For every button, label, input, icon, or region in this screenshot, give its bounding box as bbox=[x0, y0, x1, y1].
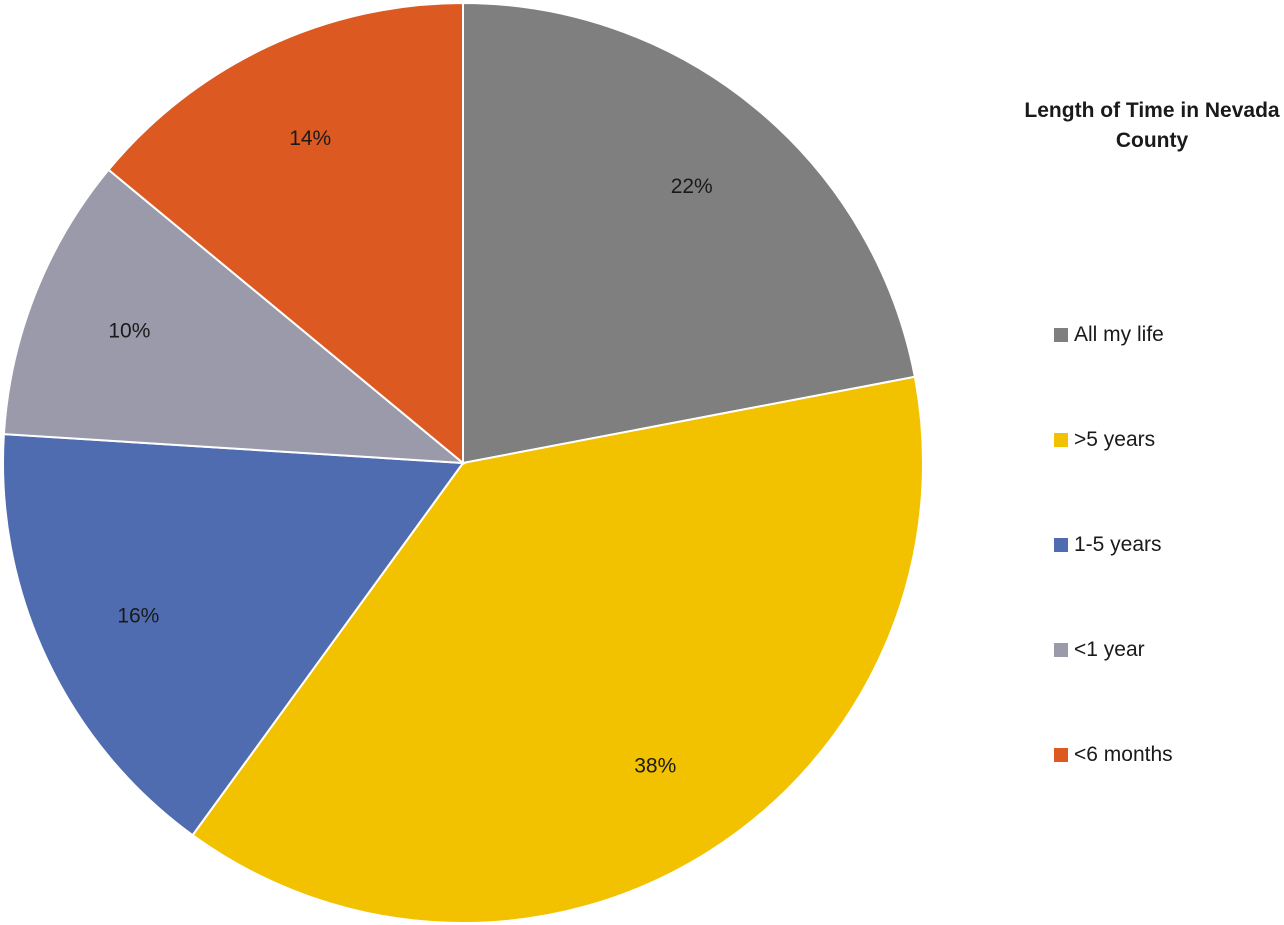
legend-title: Length of Time in Nevada County bbox=[1024, 99, 1280, 152]
legend-swatch-1 bbox=[1054, 328, 1068, 342]
legend-item-2: >5 years bbox=[1054, 427, 1155, 453]
legend: Length of Time in Nevada County All my l… bbox=[1020, 96, 1284, 766]
pie-slice-5 bbox=[107, 1, 464, 466]
legend-swatch-4 bbox=[1054, 643, 1068, 657]
legend-item-3: 1-5 years bbox=[1054, 532, 1162, 558]
pie-slice-1 bbox=[462, 1, 917, 465]
legend-label-2: >5 years bbox=[1074, 428, 1156, 451]
pie-data-label-3: 16% bbox=[117, 604, 159, 627]
pie-data-label-5: 14% bbox=[289, 127, 331, 150]
legend-item-5: <6 months bbox=[1054, 742, 1173, 768]
pie-data-labels: 22% 38% 16% 10% 14% bbox=[108, 127, 712, 778]
pie-slice-4 bbox=[2, 168, 467, 465]
legend-label-1: All my life bbox=[1074, 323, 1164, 346]
pie-slices bbox=[2, 1, 924, 924]
legend-item-1: All my life bbox=[1054, 322, 1164, 348]
legend-swatch-3 bbox=[1054, 538, 1068, 552]
legend-swatch-2 bbox=[1054, 433, 1068, 447]
legend-label-3: 1-5 years bbox=[1074, 533, 1162, 556]
legend-item-4: <1 year bbox=[1054, 637, 1145, 663]
legend-label-5: <6 months bbox=[1074, 743, 1173, 766]
legend-label-4: <1 year bbox=[1074, 638, 1145, 661]
pie-data-label-2: 38% bbox=[634, 754, 676, 777]
pie-slice-2 bbox=[191, 375, 924, 924]
pie-slice-3 bbox=[2, 433, 465, 837]
pie-data-label-1: 22% bbox=[671, 175, 713, 198]
pie-data-label-4: 10% bbox=[108, 319, 150, 342]
legend-swatch-5 bbox=[1054, 748, 1068, 762]
